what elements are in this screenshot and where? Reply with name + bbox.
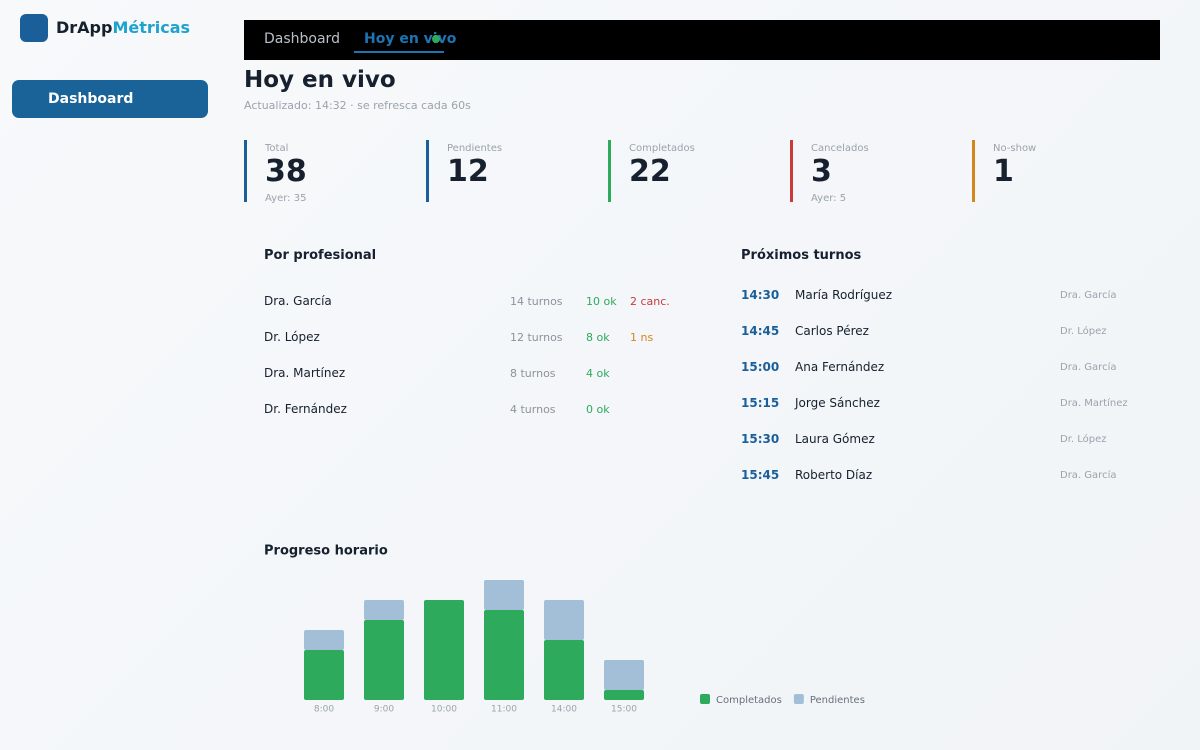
kpi-note: Ayer: 35 bbox=[265, 193, 307, 204]
kpi-card: Completados 22 bbox=[608, 140, 771, 202]
bar-segment bbox=[604, 690, 644, 700]
sidebar-item[interactable]: Dashboard bbox=[12, 80, 208, 118]
page-title: Hoy en vivo bbox=[244, 67, 396, 93]
turnos: 8 turnos bbox=[510, 367, 556, 380]
doctor-name: Dr. López bbox=[1060, 326, 1107, 337]
x-tick-label: 11:00 bbox=[491, 705, 517, 715]
doctor-name: Dra. Martínez bbox=[1060, 398, 1128, 409]
bar-segment bbox=[544, 600, 584, 640]
professional-name: Dra. García bbox=[264, 294, 332, 308]
patient-name: Laura Gómez bbox=[795, 432, 875, 446]
legend-swatch bbox=[700, 694, 710, 704]
appointment-time: 15:00 bbox=[741, 360, 780, 374]
kpi-value: 3 bbox=[811, 154, 832, 189]
appointment-time: 14:45 bbox=[741, 324, 780, 338]
cancel-count: 2 canc. bbox=[630, 295, 670, 308]
brand-accent: Métricas bbox=[112, 18, 191, 37]
live-dot bbox=[432, 35, 440, 43]
x-tick-label: 8:00 bbox=[314, 705, 334, 715]
kpi-card: Total 38 Ayer: 35 bbox=[244, 140, 407, 204]
professional-name: Dr. López bbox=[264, 330, 320, 344]
tab-underline bbox=[354, 51, 444, 53]
appointment-time: 15:15 bbox=[741, 396, 780, 410]
patient-name: Jorge Sánchez bbox=[795, 396, 880, 410]
nav-tab[interactable]: Dashboard bbox=[264, 31, 340, 47]
ok-count: 0 ok bbox=[586, 403, 610, 416]
bar-segment bbox=[304, 650, 344, 700]
bar-segment bbox=[544, 640, 584, 700]
section-title: Próximos turnos bbox=[741, 248, 862, 263]
kpi-label: No-show bbox=[993, 143, 1037, 154]
kpi-value: 1 bbox=[993, 154, 1014, 189]
bar-segment bbox=[364, 600, 404, 620]
nav-tab-active[interactable]: Hoy en vivo bbox=[364, 31, 457, 47]
doctor-name: Dra. García bbox=[1060, 362, 1117, 373]
x-tick-label: 15:00 bbox=[611, 705, 637, 715]
brand: DrAppMétricas bbox=[56, 18, 190, 37]
bar-segment bbox=[304, 630, 344, 650]
kpi-label: Completados bbox=[629, 143, 695, 154]
section-title: Por profesional bbox=[264, 248, 377, 263]
kpi-value: 38 bbox=[265, 154, 307, 189]
patient-name: Ana Fernández bbox=[795, 360, 885, 374]
noshow-count: 1 ns bbox=[630, 331, 654, 344]
ok-count: 8 ok bbox=[586, 331, 610, 344]
ok-count: 10 ok bbox=[586, 295, 617, 308]
bar-segment bbox=[364, 620, 404, 700]
chart-title: Progreso horario bbox=[264, 544, 388, 559]
bar-segment bbox=[484, 610, 524, 700]
legend-label: Completados bbox=[716, 695, 782, 706]
bar-segment bbox=[424, 600, 464, 700]
legend-swatch bbox=[793, 694, 804, 704]
kpi-card: Cancelados 3 Ayer: 5 bbox=[790, 140, 953, 204]
kpi-note: Ayer: 5 bbox=[811, 193, 847, 204]
page-subtitle: Actualizado: 14:32 · se refresca cada 60… bbox=[244, 99, 471, 112]
kpi-card: No-show 1 bbox=[972, 140, 1135, 202]
ok-count: 4 ok bbox=[586, 367, 610, 380]
turnos: 4 turnos bbox=[510, 403, 556, 416]
x-tick-label: 10:00 bbox=[431, 705, 457, 715]
x-tick-label: 14:00 bbox=[551, 705, 577, 715]
x-tick-label: 9:00 bbox=[374, 705, 394, 715]
patient-name: Roberto Díaz bbox=[795, 468, 873, 482]
patient-name: María Rodríguez bbox=[795, 288, 893, 302]
doctor-name: Dra. García bbox=[1060, 470, 1117, 481]
patient-name: Carlos Pérez bbox=[795, 324, 869, 338]
bar-segment bbox=[484, 580, 524, 610]
professional-name: Dra. Martínez bbox=[264, 366, 346, 380]
kpi-card: Pendientes 12 bbox=[426, 140, 589, 202]
kpi-label: Pendientes bbox=[447, 143, 503, 154]
top-nav bbox=[244, 20, 1160, 60]
doctor-name: Dr. López bbox=[1060, 434, 1107, 445]
brand-name: DrApp bbox=[56, 18, 113, 37]
appointment-time: 15:30 bbox=[741, 432, 780, 446]
turnos: 14 turnos bbox=[510, 295, 563, 308]
doctor-name: Dra. García bbox=[1060, 290, 1117, 301]
kpi-label: Cancelados bbox=[811, 143, 869, 154]
kpi-value: 12 bbox=[447, 154, 489, 189]
bar-segment bbox=[604, 660, 644, 690]
professional-name: Dr. Fernández bbox=[264, 402, 347, 416]
appointment-time: 14:30 bbox=[741, 288, 780, 302]
kpi-label: Total bbox=[265, 143, 289, 154]
appointment-time: 15:45 bbox=[741, 468, 780, 482]
turnos: 12 turnos bbox=[510, 331, 563, 344]
kpi-value: 22 bbox=[629, 154, 671, 189]
logo bbox=[20, 14, 48, 42]
legend-label: Pendientes bbox=[810, 695, 865, 706]
